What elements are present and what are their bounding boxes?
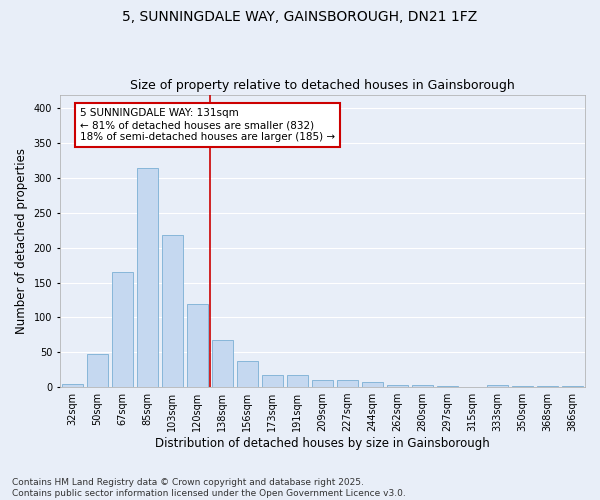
- Bar: [187, 304, 208, 387]
- Bar: [62, 384, 83, 387]
- Bar: [112, 272, 133, 387]
- Bar: [562, 386, 583, 387]
- Bar: [387, 385, 408, 387]
- Bar: [137, 168, 158, 387]
- Bar: [437, 386, 458, 387]
- Bar: [162, 235, 183, 387]
- Y-axis label: Number of detached properties: Number of detached properties: [15, 148, 28, 334]
- Bar: [487, 385, 508, 387]
- Bar: [212, 340, 233, 387]
- Bar: [337, 380, 358, 387]
- X-axis label: Distribution of detached houses by size in Gainsborough: Distribution of detached houses by size …: [155, 437, 490, 450]
- Bar: [87, 354, 108, 387]
- Text: Contains HM Land Registry data © Crown copyright and database right 2025.
Contai: Contains HM Land Registry data © Crown c…: [12, 478, 406, 498]
- Bar: [237, 360, 258, 387]
- Text: 5, SUNNINGDALE WAY, GAINSBOROUGH, DN21 1FZ: 5, SUNNINGDALE WAY, GAINSBOROUGH, DN21 1…: [122, 10, 478, 24]
- Bar: [512, 386, 533, 387]
- Title: Size of property relative to detached houses in Gainsborough: Size of property relative to detached ho…: [130, 79, 515, 92]
- Text: 5 SUNNINGDALE WAY: 131sqm
← 81% of detached houses are smaller (832)
18% of semi: 5 SUNNINGDALE WAY: 131sqm ← 81% of detac…: [80, 108, 335, 142]
- Bar: [287, 375, 308, 387]
- Bar: [412, 385, 433, 387]
- Bar: [262, 375, 283, 387]
- Bar: [312, 380, 333, 387]
- Bar: [537, 386, 558, 387]
- Bar: [362, 382, 383, 387]
